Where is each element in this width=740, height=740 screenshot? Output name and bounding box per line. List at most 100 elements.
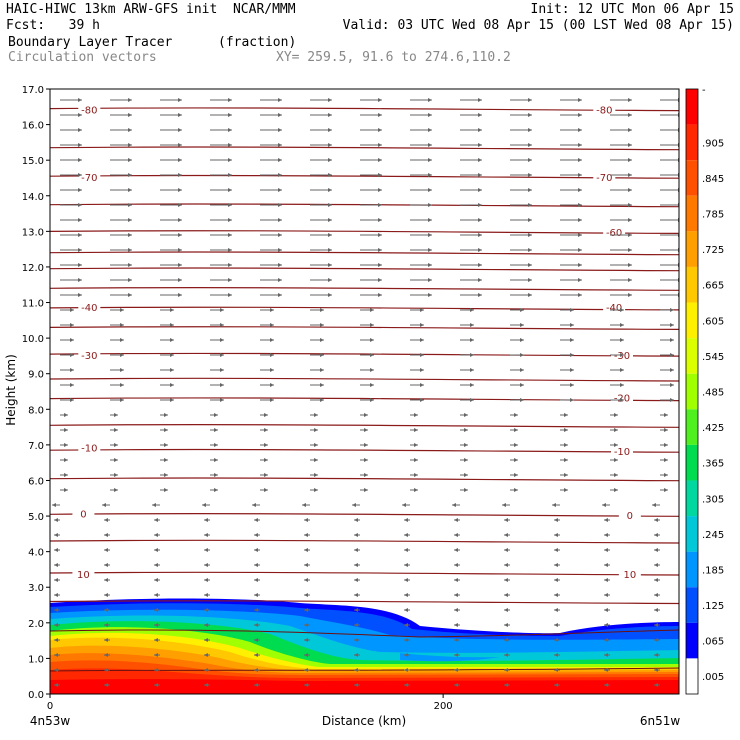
vector-arrowhead <box>370 323 374 327</box>
vector-arrowhead <box>628 158 632 162</box>
vector-arrowhead <box>220 368 224 372</box>
vector-arrowhead <box>78 113 82 117</box>
vector-arrowhead <box>664 458 668 462</box>
vector-arrowhead <box>670 308 674 312</box>
vector-arrowhead <box>54 518 58 522</box>
vector-arrowhead <box>70 368 74 372</box>
vector-arrowhead <box>104 653 108 657</box>
vector-arrowhead <box>628 143 632 147</box>
colorbar-label: .305 <box>702 494 724 505</box>
vector-arrowhead <box>220 338 224 342</box>
vector-arrowhead <box>204 683 208 687</box>
vector-arrowhead <box>328 188 332 192</box>
vector-arrowhead <box>178 128 182 132</box>
vector-arrowhead <box>204 593 208 597</box>
vector-arrowhead <box>428 128 432 132</box>
vector-arrowhead <box>464 413 468 417</box>
vector-arrowhead <box>170 398 174 402</box>
vector-arrowhead <box>178 143 182 147</box>
colorbar-swatch <box>686 373 698 410</box>
vector-arrowhead <box>64 488 68 492</box>
vector-arrowhead <box>554 653 558 657</box>
vector-arrowhead <box>504 623 508 627</box>
colorbar-label: .005 <box>702 672 724 683</box>
vector-arrowhead <box>428 278 432 282</box>
vector-arrowhead <box>428 218 432 222</box>
vector-arrowhead <box>278 233 282 237</box>
vector-arrowhead <box>128 293 132 297</box>
vector-arrowhead <box>278 173 282 177</box>
vector-arrowhead <box>614 413 618 417</box>
vector-arrowhead <box>478 248 482 252</box>
vector-arrowhead <box>528 263 532 267</box>
vector-arrowhead <box>414 443 418 447</box>
vector-arrowhead <box>228 128 232 132</box>
vector-arrowhead <box>54 668 58 672</box>
vector-arrowhead <box>504 638 508 642</box>
vector-arrowhead <box>428 173 432 177</box>
vector-arrowhead <box>478 143 482 147</box>
colorbar-swatch <box>686 480 698 517</box>
vector-arrowhead <box>70 308 74 312</box>
isotherm-line-1 <box>50 146 679 151</box>
vector-arrowhead <box>304 548 308 552</box>
y-tick-label: 10.0 <box>22 334 44 345</box>
valid-time: Valid: 03 UTC Wed 08 Apr 15 (00 LST Wed … <box>342 18 734 33</box>
vector-arrowhead <box>604 653 608 657</box>
vector-arrowhead <box>478 173 482 177</box>
vector-arrowhead <box>578 263 582 267</box>
colorbar-swatch <box>686 409 698 445</box>
contour-label-15: 10 <box>623 570 636 581</box>
vector-arrowhead <box>228 263 232 267</box>
vector-arrowhead <box>278 113 282 117</box>
vector-arrowhead <box>52 503 56 507</box>
colorbar-label: .245 <box>702 530 724 541</box>
isotherm-line-0 <box>50 107 679 112</box>
vector-arrowhead <box>178 233 182 237</box>
vector-arrowhead <box>628 113 632 117</box>
contour-label-bg-5 <box>78 300 101 313</box>
vector-arrowhead <box>404 518 408 522</box>
vector-arrowhead <box>504 548 508 552</box>
vector-arrowhead <box>214 473 218 477</box>
vector-arrowhead <box>578 98 582 102</box>
vector-arrowhead <box>570 383 574 387</box>
vector-arrowhead <box>164 443 168 447</box>
vector-arrowhead <box>178 278 182 282</box>
vector-arrowhead <box>504 578 508 582</box>
vector-arrowhead <box>428 188 432 192</box>
y-tick-label: 1.0 <box>28 654 44 665</box>
vector-arrowhead <box>154 533 158 537</box>
isotherm-line-7 <box>50 287 679 291</box>
vector-arrowhead <box>628 278 632 282</box>
y-tick-label: 12.0 <box>22 263 44 274</box>
vector-arrowhead <box>620 398 624 402</box>
vector-arrowhead <box>120 323 124 327</box>
vector-arrowhead <box>420 383 424 387</box>
vector-arrowhead <box>204 548 208 552</box>
vector-arrowhead <box>670 323 674 327</box>
contour-label-10: -10 <box>81 443 97 454</box>
vector-arrowhead <box>404 533 408 537</box>
vector-arrowhead <box>514 458 518 462</box>
y-tick-label: 0.0 <box>28 690 44 701</box>
vector-arrowhead <box>254 533 258 537</box>
vector-arrowhead <box>628 233 632 237</box>
vector-arrowhead <box>154 653 158 657</box>
colorbar-label: .065 <box>702 637 724 648</box>
vector-arrowhead <box>514 428 518 432</box>
vector-arrowhead <box>170 368 174 372</box>
vector-arrowhead <box>478 113 482 117</box>
vector-arrowhead <box>564 443 568 447</box>
vector-arrowhead <box>514 413 518 417</box>
vector-arrowhead <box>164 458 168 462</box>
vector-arrowhead <box>364 473 368 477</box>
vector-arrowhead <box>528 248 532 252</box>
vector-arrowhead <box>364 458 368 462</box>
vector-arrowhead <box>378 143 382 147</box>
vector-arrowhead <box>154 608 158 612</box>
vector-arrowhead <box>228 98 232 102</box>
vector-arrowhead <box>620 368 624 372</box>
isotherm-line-14 <box>50 448 679 453</box>
vector-arrowhead <box>478 203 482 207</box>
